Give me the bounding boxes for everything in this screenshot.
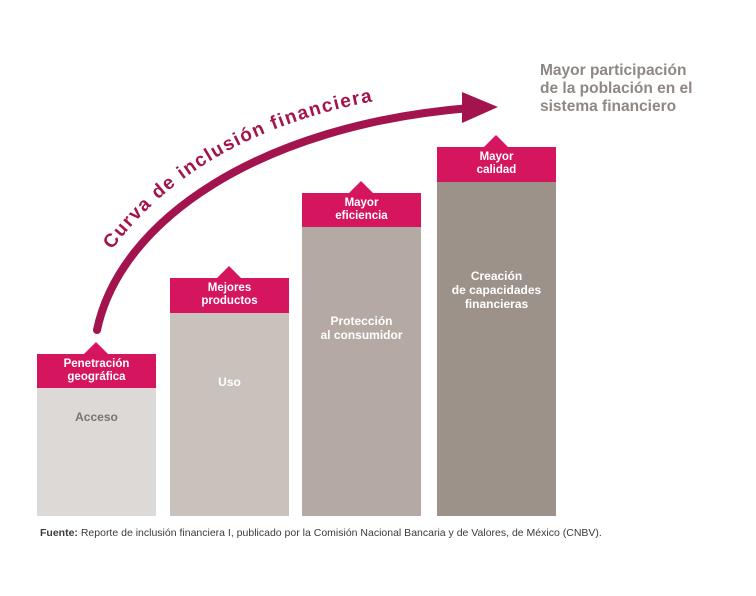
cap-line: eficiencia (335, 210, 388, 222)
curve-arrow-line (93, 104, 474, 334)
goal-text: Mayor participación de la población en e… (540, 62, 750, 116)
step-bar-label: Creación (470, 269, 523, 283)
cap-line: productos (201, 295, 258, 307)
goal-line-2: de la población en el (540, 80, 693, 97)
cap-tip (349, 181, 373, 193)
cap-line: geográfica (67, 371, 126, 383)
step-bar-uso: Uso (170, 313, 289, 516)
cap-tip (84, 342, 108, 354)
step-bar-label: financieras (464, 297, 529, 311)
cap-line: Penetración (63, 358, 130, 370)
goal-line-3: sistema financiero (540, 98, 677, 115)
cap-line: calidad (476, 164, 517, 176)
step-bar-capacidades: Creación de capacidades financieras (437, 182, 556, 516)
cap-line: Mejores (207, 282, 252, 294)
cap-line: Mayor (479, 151, 514, 163)
step-cap-eficiencia: Mayor eficiencia (302, 193, 421, 227)
source-note: Fuente: Reporte de inclusión financiera … (40, 527, 602, 539)
step-bar-label: Acceso (75, 410, 118, 424)
step-cap-calidad: Mayor calidad (437, 147, 556, 182)
goal-line-1: Mayor participación (540, 62, 687, 79)
cap-line: Mayor (344, 197, 379, 209)
source-prefix: Fuente: (40, 527, 78, 539)
step-bar-label: al consumidor (320, 328, 403, 342)
source-text: Reporte de inclusión financiera I, publi… (77, 527, 602, 539)
step-cap-penetracion: Penetración geográfica (37, 354, 156, 388)
step-bar-label: Uso (218, 375, 241, 389)
cap-tip (484, 135, 508, 147)
step-cap-productos: Mejores productos (170, 278, 289, 313)
step-bar-label: Protección (330, 314, 393, 328)
step-bar-proteccion: Protección al consumidor (302, 227, 421, 516)
step-bar-label: de capacidades (451, 283, 542, 297)
cap-tip (217, 266, 241, 278)
curve-arrowhead (462, 92, 498, 123)
step-bar-acceso: Acceso (37, 388, 156, 516)
